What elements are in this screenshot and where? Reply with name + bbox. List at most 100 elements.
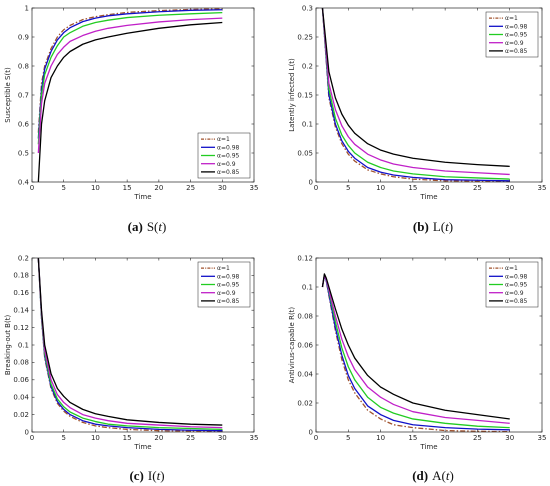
legend-entry: α=0.9 [505, 40, 524, 47]
legend: α=1α=0.98 α=0.95α=0.9α=0.85 [485, 11, 539, 58]
axes-box [315, 257, 543, 433]
y-tick-label: 0.8 [18, 62, 29, 70]
y-tick-label: 0.12 [13, 324, 29, 332]
y-tick-label: 0.02 [13, 411, 29, 419]
x-tick-label: 10 [376, 184, 385, 192]
series-line-3 [37, 11, 223, 145]
legend-entry: α=0.85 [217, 169, 240, 176]
y-tick-label: 0.5 [18, 149, 29, 157]
x-tick-label: 10 [91, 434, 100, 442]
x-tick-label: 15 [408, 184, 417, 192]
y-tick-label: 0 [309, 428, 313, 436]
x-tick-label: 30 [218, 434, 227, 442]
series-line-5 [321, 8, 510, 167]
legend-entry: α=0.98 [505, 23, 528, 30]
x-axis-label: Time [133, 443, 151, 451]
x-axis-label: Time [419, 193, 437, 201]
x-tick-label: 5 [346, 434, 350, 442]
legend-entry: α=0.98 [217, 144, 240, 151]
y-tick-label: 0.04 [297, 370, 313, 378]
panel-2: 0 5 10 15 20 25 30 35 0 0.05 0.1 0.15 0.2 0.25 0.3 Time… [288, 4, 546, 234]
x-tick-label: 25 [186, 184, 195, 192]
panel-4: 0 5 10 15 20 25 30 35 0 0.02 0.04 0.06 0.08 0.1 0.12 Ti… [288, 254, 546, 483]
legend-entry: α=1 [505, 265, 518, 272]
axes-box [31, 7, 255, 183]
legend-entry: α=0.98 [217, 273, 240, 280]
y-tick-label: 0.4 [18, 178, 30, 186]
x-tick-label: 30 [505, 434, 514, 442]
y-tick-label: 0.14 [13, 307, 29, 315]
x-tick-label: 10 [91, 184, 100, 192]
x-tick-label: 25 [473, 184, 482, 192]
x-tick-label: 0 [30, 434, 34, 442]
x-tick-label: 35 [250, 434, 259, 442]
series-line-2 [321, 274, 510, 431]
x-tick-label: 15 [123, 184, 132, 192]
series-line-4 [37, 17, 223, 154]
series-line-1 [321, 274, 510, 432]
x-tick-label: 5 [61, 434, 65, 442]
x-tick-label: 25 [473, 434, 482, 442]
y-tick-label: 0.02 [297, 399, 313, 407]
y-tick-label: 0.2 [18, 254, 29, 262]
x-axis-label: Time [133, 193, 151, 201]
y-tick-label: 0.6 [18, 120, 30, 128]
legend-entry: α=0.85 [505, 298, 528, 305]
panel-caption: (a) S(t) [128, 219, 167, 234]
legend-entry: α=0.9 [217, 290, 236, 297]
legend-entry: α=0.95 [505, 282, 528, 289]
y-tick-label: 0.7 [18, 91, 29, 99]
series-line-3 [37, 258, 223, 431]
legend-entry: α=0.9 [505, 290, 524, 297]
panel-1: 0 5 10 15 20 25 30 35 0.4 0.5 0.6 0.7 0.8 0.9 1 Time Sus… [4, 4, 258, 234]
axes-box [315, 7, 543, 183]
series-line-1 [37, 8, 223, 133]
panel-caption: (d) A(t) [412, 468, 454, 483]
legend-entry: α=1 [217, 136, 230, 143]
series-line-5 [321, 273, 510, 420]
series-line-2 [37, 9, 223, 139]
x-tick-label: 30 [505, 184, 514, 192]
legend: α=1α=0.98 α=0.95α=0.9α=0.85 [485, 261, 539, 308]
y-tick-label: 0.06 [297, 341, 313, 349]
y-tick-label: 1 [25, 4, 29, 12]
legend-entry: α=1 [505, 15, 518, 22]
y-tick-label: 0.1 [302, 120, 313, 128]
legend-entry: α=0.85 [505, 48, 528, 55]
y-tick-label: 0 [25, 428, 29, 436]
legend-entry: α=0.85 [217, 298, 240, 305]
series-line-1 [37, 258, 223, 432]
legend-entry: α=0.98 [505, 273, 528, 280]
series-line-3 [321, 274, 510, 429]
y-axis-label: Breaking-out B(t) [4, 315, 12, 376]
panel-caption: (c) I(t) [129, 468, 164, 483]
x-tick-label: 25 [186, 434, 195, 442]
legend: α=1α=0.98 α=0.95α=0.9α=0.85 [197, 132, 251, 179]
x-tick-label: 0 [314, 184, 318, 192]
x-axis-label: Time [419, 443, 437, 451]
y-axis-label: Antivirus-capable R(t) [288, 307, 296, 384]
y-tick-label: 0.1 [18, 341, 29, 349]
series-line-1 [321, 8, 510, 182]
x-tick-label: 30 [218, 184, 227, 192]
y-tick-label: 0.1 [302, 283, 313, 291]
series-line-4 [321, 8, 510, 176]
y-tick-label: 0.06 [13, 376, 29, 384]
y-axis-label: Susceptible S(t) [4, 67, 12, 123]
legend: α=1α=0.98 α=0.95α=0.9α=0.85 [197, 261, 251, 308]
x-tick-label: 5 [61, 184, 65, 192]
x-tick-label: 35 [538, 184, 547, 192]
legend-entry: α=1 [217, 265, 230, 272]
series-line-4 [37, 258, 223, 429]
y-tick-label: 0.9 [18, 33, 29, 41]
legend-entry: α=0.95 [217, 282, 240, 289]
x-tick-label: 35 [538, 434, 547, 442]
y-tick-label: 0.15 [297, 91, 313, 99]
panel-caption: (b) L(t) [413, 219, 453, 234]
y-tick-label: 0.18 [13, 272, 29, 280]
y-tick-label: 0.04 [13, 394, 29, 402]
y-tick-label: 0 [309, 178, 313, 186]
y-tick-label: 0.08 [13, 359, 29, 367]
y-tick-label: 0.05 [297, 149, 313, 157]
